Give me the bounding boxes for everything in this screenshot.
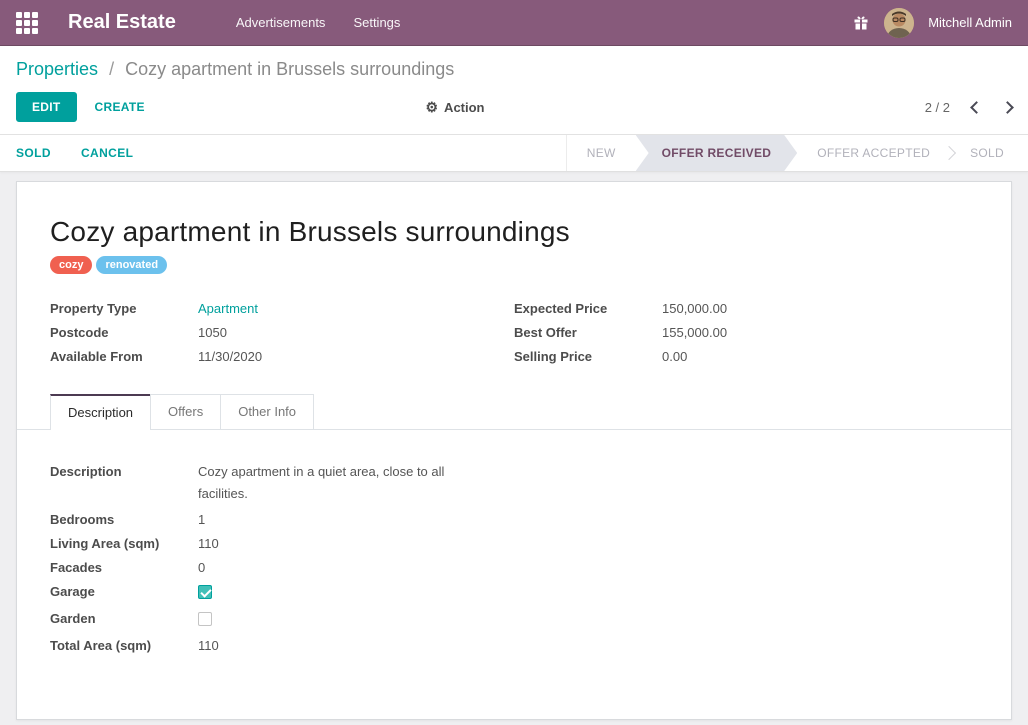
- field-value: 1050: [198, 325, 227, 340]
- form-view: Cozy apartment in Brussels surroundings …: [0, 172, 1028, 725]
- field-label: Bedrooms: [50, 512, 115, 527]
- field-value-link[interactable]: Apartment: [198, 301, 258, 316]
- tag-list: cozy renovated: [50, 256, 978, 274]
- field-value: 11/30/2020: [198, 349, 263, 364]
- create-button[interactable]: CREATE: [94, 100, 145, 114]
- field-row: Available From 11/30/2020: [50, 348, 514, 366]
- field-label: Facades: [50, 560, 103, 575]
- navbar-menu-settings[interactable]: Settings: [353, 15, 401, 30]
- field-value: 1: [198, 512, 206, 527]
- tab-description-content: Description Cozy apartment in a quiet are…: [50, 430, 978, 655]
- field-label: Description: [50, 464, 122, 479]
- tab-other-info[interactable]: Other Info: [220, 394, 315, 429]
- statusbar-buttons: SOLD CANCEL: [0, 135, 149, 171]
- breadcrumb-current: Cozy apartment in Brussels surroundings: [125, 59, 455, 79]
- pager-next-button[interactable]: [1001, 100, 1014, 114]
- top-navbar: Real Estate Advertisements Settings Mitch…: [0, 0, 1028, 46]
- field-label: Expected Price: [514, 301, 608, 316]
- statusbar-steps: NEW OFFER RECEIVED OFFER ACCEPTED SOLD: [565, 135, 1028, 171]
- field-value: 150,000.00: [662, 301, 728, 316]
- field-row: Bedrooms 1: [50, 511, 978, 529]
- field-row: Property Type Apartment: [50, 300, 514, 318]
- tab-description[interactable]: Description: [50, 394, 152, 430]
- navbar-right: Mitchell Admin: [852, 7, 1012, 38]
- field-label: Best Offer: [514, 325, 577, 340]
- field-label: Garden: [50, 611, 96, 626]
- tag-cozy: cozy: [50, 256, 93, 274]
- status-step-new[interactable]: NEW: [586, 146, 616, 160]
- status-step-offer-received[interactable]: OFFER RECEIVED: [636, 135, 798, 171]
- apps-grid-icon[interactable]: [16, 11, 38, 34]
- record-title: Cozy apartment in Brussels surroundings: [50, 216, 570, 247]
- field-row: Expected Price 150,000.00: [514, 300, 978, 318]
- field-value: [198, 583, 212, 604]
- checkbox-garden: [198, 612, 212, 626]
- pager-value: 2 / 2: [924, 99, 950, 115]
- field-row: Best Offer 155,000.00: [514, 324, 978, 342]
- checkbox-garage: [198, 585, 212, 599]
- field-row: Postcode 1050: [50, 324, 514, 342]
- field-row: Selling Price 0.00: [514, 348, 978, 366]
- field-row: Garage: [50, 583, 978, 604]
- gift-icon[interactable]: [852, 14, 870, 32]
- pager: 2 / 2: [924, 99, 1014, 115]
- fields-left-column: Property Type Apartment Postcode 1050 Availa…: [50, 300, 514, 372]
- field-row: Living Area (sqm) 110: [50, 535, 978, 553]
- field-label: Property Type: [50, 301, 137, 316]
- field-value: 0: [198, 560, 206, 575]
- breadcrumb: Properties / Cozy apartment in Brussels …: [0, 46, 1028, 82]
- field-label: Garage: [50, 584, 95, 599]
- edit-button[interactable]: EDIT: [16, 92, 77, 122]
- field-row: Description Cozy apartment in a quiet are…: [50, 463, 978, 505]
- app-brand[interactable]: Real Estate: [68, 11, 176, 33]
- notebook-tabs: Description Offers Other Info: [17, 394, 1011, 430]
- sold-button[interactable]: SOLD: [16, 146, 51, 160]
- field-value: Cozy apartment in a quiet area, close to…: [198, 464, 445, 501]
- field-grid: Property Type Apartment Postcode 1050 Availa…: [50, 300, 978, 372]
- field-label: Selling Price: [514, 349, 593, 364]
- field-label: Available From: [50, 349, 143, 364]
- tag-renovated: renovated: [96, 256, 168, 274]
- user-menu[interactable]: Mitchell Admin: [928, 15, 1012, 30]
- field-label: Living Area (sqm): [50, 536, 160, 551]
- breadcrumb-separator: /: [109, 59, 115, 79]
- statusbar: SOLD CANCEL NEW OFFER RECEIVED OFFER ACCEPT…: [0, 135, 1028, 172]
- breadcrumb-parent[interactable]: Properties: [16, 59, 99, 79]
- pager-previous-button[interactable]: [970, 100, 983, 114]
- navbar-menus: Advertisements Settings: [236, 15, 401, 30]
- field-row: Garden: [50, 610, 978, 631]
- control-panel-buttons: EDIT CREATE ⚙ Action 2 / 2: [0, 82, 1028, 134]
- action-menu-label: Action: [444, 99, 485, 115]
- field-value: 0.00: [662, 349, 688, 364]
- form-sheet: Cozy apartment in Brussels surroundings …: [16, 181, 1012, 720]
- field-value: 110: [198, 536, 219, 551]
- field-value: [198, 610, 212, 631]
- avatar[interactable]: [884, 7, 915, 38]
- status-step-offer-accepted[interactable]: OFFER ACCEPTED: [797, 135, 950, 171]
- field-value: Apartment: [198, 300, 258, 318]
- field-label: Total Area (sqm): [50, 638, 152, 653]
- fields-right-column: Expected Price 150,000.00 Best Offer 155,00…: [514, 300, 978, 372]
- field-label: Postcode: [50, 325, 109, 340]
- status-step-sold[interactable]: SOLD: [970, 146, 1004, 160]
- field-value: 155,000.00: [662, 325, 728, 340]
- field-value: 110: [198, 638, 219, 653]
- tab-offers[interactable]: Offers: [150, 394, 222, 429]
- navbar-menu-advertisements[interactable]: Advertisements: [235, 15, 326, 30]
- cancel-button[interactable]: CANCEL: [80, 146, 134, 160]
- field-row: Facades 0: [50, 559, 978, 577]
- field-row: Total Area (sqm) 110: [50, 637, 978, 655]
- gear-icon: ⚙: [425, 99, 439, 115]
- control-panel: Properties / Cozy apartment in Brussels …: [0, 46, 1028, 135]
- action-menu[interactable]: ⚙ Action: [425, 100, 484, 115]
